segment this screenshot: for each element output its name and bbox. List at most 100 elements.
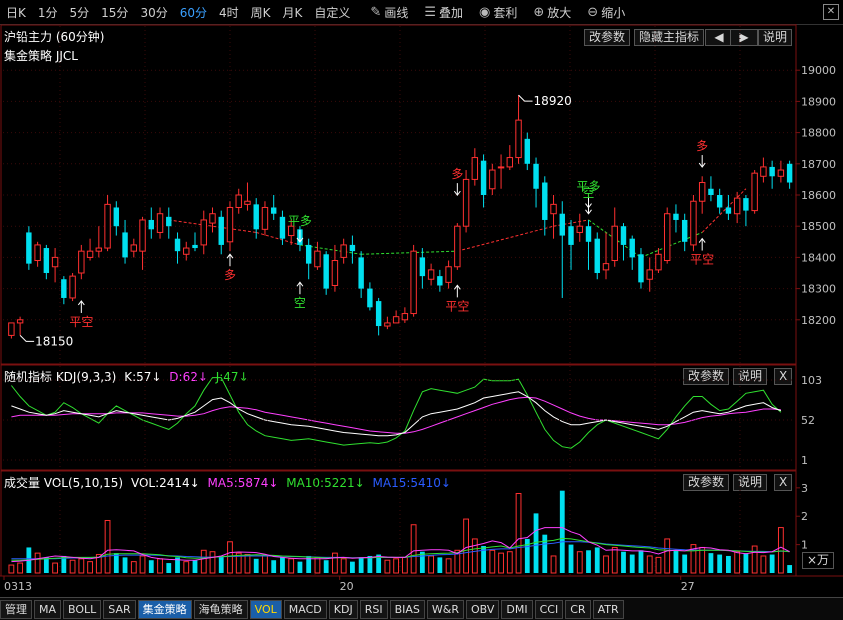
volume-bar	[218, 555, 224, 573]
tab-cci[interactable]: CCI	[534, 599, 564, 619]
timeframe-3[interactable]: 15分	[101, 5, 129, 20]
signal-arrow-head	[585, 209, 592, 215]
timeframe-5[interactable]: 60分	[179, 5, 207, 20]
close-icon[interactable]: ✕	[823, 4, 839, 20]
timeframe-1[interactable]: 1分	[37, 5, 58, 20]
timeframe-9[interactable]: 自定义	[314, 5, 351, 20]
candle-body	[270, 207, 277, 214]
volume-bar	[699, 546, 706, 574]
volume-bar	[323, 560, 329, 573]
tab-4[interactable]: 集金策略	[137, 599, 192, 619]
tab-cr[interactable]: CR	[565, 599, 591, 619]
volume-bar	[777, 527, 784, 574]
candle-body	[708, 188, 714, 195]
volume-bar	[122, 557, 128, 573]
timeframe-7[interactable]: 周K	[250, 5, 271, 20]
tab-wr[interactable]: W&R	[426, 599, 464, 619]
signal-arrow-head	[77, 300, 85, 306]
zoom-out-button[interactable]: ⊖ 缩小	[579, 4, 633, 21]
vol-params-button[interactable]: 改参数	[683, 474, 730, 491]
tab-vol[interactable]: VOL	[249, 599, 282, 619]
signal-arrow-head	[226, 253, 234, 259]
candle-body	[733, 197, 741, 215]
vol-close-button[interactable]: X	[774, 474, 793, 491]
price-label-leader	[518, 94, 533, 102]
candle-body	[751, 172, 758, 212]
candle-body	[533, 163, 539, 189]
volume-bar	[288, 558, 295, 574]
change-params-button[interactable]: 改参数	[584, 29, 631, 46]
volume-bar	[376, 554, 382, 573]
tab-0[interactable]: 管理	[0, 599, 32, 619]
volume-bar	[410, 524, 417, 574]
strategy-segment	[457, 225, 554, 252]
price-tick-label: 19000	[801, 64, 836, 77]
candle-body	[43, 248, 50, 273]
tab-bias[interactable]: BIAS	[389, 599, 425, 619]
tab-5[interactable]: 海龟策略	[193, 599, 248, 619]
signal-label: 平多	[576, 180, 600, 194]
candle-body	[130, 244, 138, 252]
candle-body	[305, 244, 312, 264]
indicator-tab-bar: 管理 MA BOLL SAR 集金策略 海龟策略 VOL MACD KDJ RSI BIAS W&R O…	[0, 597, 843, 620]
signal-label: 空	[582, 186, 594, 200]
tab-macd[interactable]: MACD	[283, 599, 327, 619]
candle-body	[122, 232, 128, 258]
tab-kdj[interactable]: KDJ	[328, 599, 358, 619]
tool-label: 放大	[547, 5, 572, 20]
candle-body	[218, 216, 224, 245]
candle-body	[401, 313, 409, 321]
signal-label: 平空	[690, 253, 714, 267]
timeframe-6[interactable]: 4时	[219, 5, 239, 20]
tab-dmi[interactable]: DMI	[501, 599, 533, 619]
kdj-close-button[interactable]: X	[774, 368, 793, 385]
volume-bar	[751, 545, 758, 574]
tab-atr[interactable]: ATR	[592, 599, 624, 619]
candle-body	[367, 288, 373, 308]
timeframe-4[interactable]: 30分	[140, 5, 168, 20]
price-label: 18150	[35, 334, 73, 348]
help-button[interactable]: 说明	[758, 29, 793, 46]
kdj-axis-label: 1	[801, 454, 808, 467]
hide-indicator-button[interactable]: 隐藏主指标	[634, 29, 705, 46]
candle-body	[620, 226, 627, 245]
volume-bar	[235, 552, 242, 574]
volume-bar	[340, 558, 347, 574]
bag-button[interactable]: ◉ 套利	[471, 4, 525, 21]
volume-bar	[95, 554, 102, 574]
volume-bar	[760, 555, 767, 574]
candle-body	[777, 169, 785, 177]
date-label: 27	[681, 580, 695, 593]
candle-body	[542, 182, 548, 220]
tab-boll[interactable]: BOLL	[63, 599, 102, 619]
zoom-in-button[interactable]: ⊕ 放大	[525, 4, 579, 21]
next-indicator-button[interactable]: ▶	[730, 29, 758, 46]
candle-body	[725, 207, 732, 214]
vol-help-button[interactable]: 说明	[733, 474, 768, 491]
volume-unit-label: ×万	[802, 552, 835, 569]
timeframe-0[interactable]: 日K	[6, 5, 26, 20]
volume-bar	[708, 553, 714, 573]
vol-value: VOL:2414↓	[130, 476, 200, 490]
kdj-help-button[interactable]: 说明	[733, 368, 768, 385]
price-tick-label: 18900	[801, 95, 836, 108]
tab-sar[interactable]: SAR	[103, 599, 136, 619]
candle-body	[200, 219, 207, 246]
volume-bar	[253, 558, 259, 573]
pencil-button[interactable]: ✎ 画线	[362, 4, 416, 21]
volume-bar	[463, 518, 469, 574]
strategy-segment	[256, 231, 301, 246]
timeframe-8[interactable]: 月K	[282, 5, 303, 20]
tab-obv[interactable]: OBV	[466, 599, 500, 619]
tab-ma[interactable]: MA	[34, 599, 62, 619]
tab-rsi[interactable]: RSI	[359, 599, 388, 619]
volume-bar	[787, 565, 793, 573]
tool-label: 画线	[384, 5, 409, 20]
timeframe-2[interactable]: 5分	[69, 5, 90, 20]
volume-bar	[498, 552, 504, 574]
layers-button[interactable]: ☰ 叠加	[416, 4, 471, 21]
volume-bar	[506, 551, 513, 574]
volume-bar	[734, 551, 741, 574]
